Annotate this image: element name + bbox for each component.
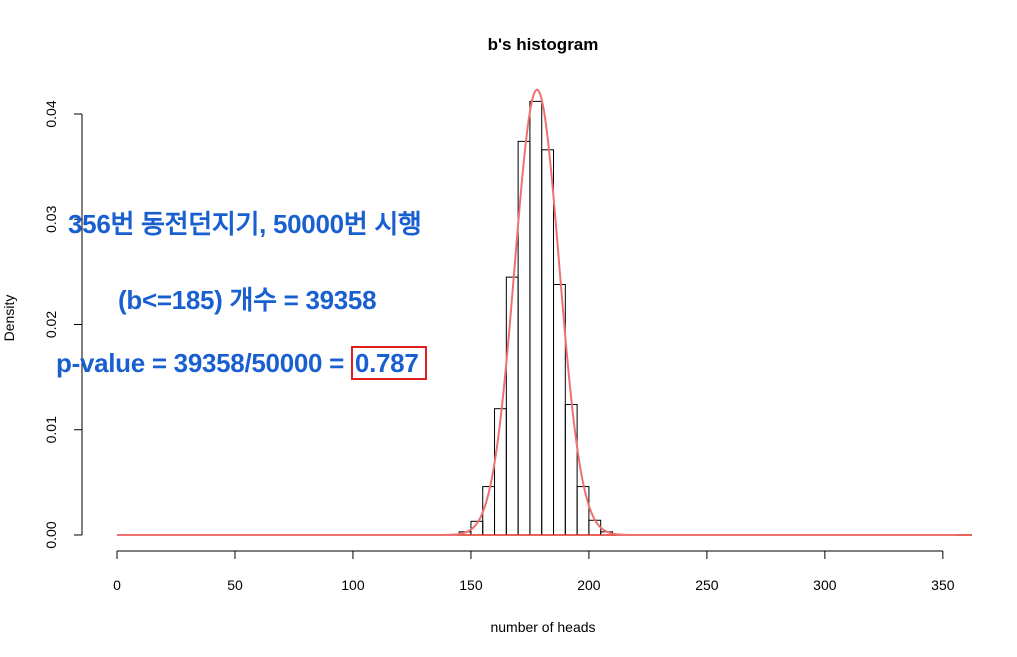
y-tick-label: 0.00 <box>43 521 59 548</box>
histogram-bar <box>541 149 555 536</box>
histogram-bars <box>446 100 625 536</box>
y-axis: 0.00 0.01 0.02 0.03 0.04 <box>43 100 83 549</box>
pvalue-result: 0.787 <box>350 346 427 380</box>
histogram-bar <box>529 100 543 536</box>
histogram-bar <box>588 519 602 536</box>
density-curve <box>117 88 957 536</box>
annotation-count: (b<=185) 개수 = 39358 <box>118 285 377 315</box>
x-tick-label: 100 <box>341 577 365 593</box>
x-tick-label: 300 <box>813 577 837 593</box>
x-tick-label: 0 <box>113 577 121 593</box>
y-tick-label: 0.03 <box>43 205 59 232</box>
chart-title: b's histogram <box>488 35 599 54</box>
x-axis-label: number of heads <box>490 619 595 635</box>
annotation-pvalue: p-value = 39358/50000 = 0.787 <box>56 346 427 380</box>
y-tick-label: 0.01 <box>43 416 59 443</box>
x-tick-label: 250 <box>695 577 719 593</box>
x-axis: 0 50 100 150 200 250 300 350 <box>113 550 955 593</box>
histogram-bar <box>576 486 590 536</box>
histogram-bar <box>564 403 578 536</box>
y-tick-label: 0.04 <box>43 100 59 127</box>
annotation-trials: 356번 동전던지기, 50000번 시행 <box>68 209 422 239</box>
x-tick-label: 200 <box>577 577 601 593</box>
x-tick-label: 50 <box>227 577 243 593</box>
y-tick-label: 0.02 <box>43 311 59 338</box>
histogram-bar <box>505 276 519 536</box>
x-tick-label: 350 <box>931 577 955 593</box>
x-tick-label: 150 <box>459 577 483 593</box>
pvalue-prefix: p-value = 39358/50000 = <box>56 348 351 378</box>
y-axis-label: Density <box>1 295 17 342</box>
